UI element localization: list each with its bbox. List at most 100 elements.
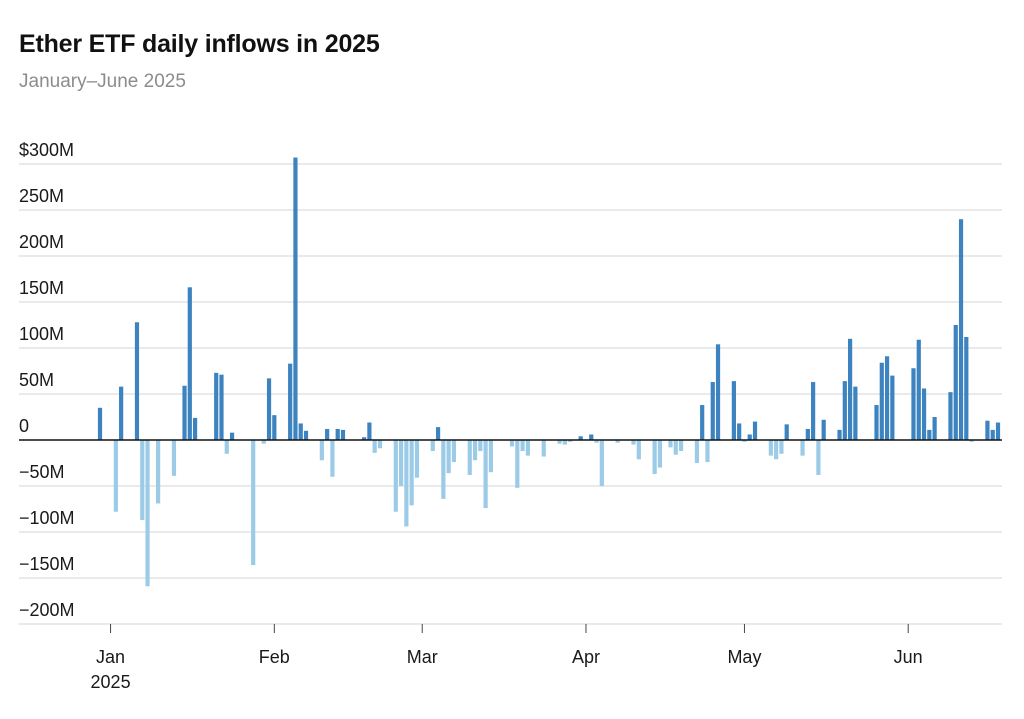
bar — [261, 440, 266, 444]
bar — [520, 440, 525, 452]
bar — [879, 362, 884, 440]
bar — [800, 440, 805, 456]
bar — [113, 440, 118, 512]
y-tick-label: −150M — [19, 554, 75, 574]
bar — [156, 440, 161, 504]
bar — [446, 440, 451, 474]
bar — [774, 440, 779, 460]
bar — [948, 392, 953, 440]
bar — [784, 424, 789, 440]
y-tick-label: −50M — [19, 462, 65, 482]
bar — [97, 407, 103, 440]
bar — [335, 428, 340, 440]
bar — [515, 440, 520, 488]
bar — [319, 440, 324, 461]
bar — [668, 440, 673, 448]
bar — [742, 440, 747, 442]
bar — [673, 440, 678, 455]
x-axis-ticks: Jan 2025 Feb Mar Apr May Jun — [91, 624, 923, 692]
bar — [362, 437, 367, 440]
bar — [251, 440, 256, 566]
bar — [187, 287, 192, 440]
bar — [140, 440, 145, 521]
chart-subtitle: January–June 2025 — [19, 71, 186, 92]
bar — [837, 429, 842, 440]
bar — [747, 434, 752, 440]
bar — [964, 336, 969, 440]
bar — [594, 440, 599, 443]
bar — [435, 427, 441, 440]
bar — [145, 440, 150, 587]
bar — [414, 440, 420, 478]
bar — [393, 440, 398, 512]
bar — [541, 440, 546, 457]
bar — [678, 440, 684, 452]
bar — [219, 374, 224, 440]
bar — [657, 440, 663, 468]
y-tick-label: 100M — [19, 324, 64, 344]
bar — [853, 386, 858, 440]
bar — [325, 428, 330, 440]
bar — [441, 440, 446, 499]
bar — [953, 325, 958, 440]
x-tick-label: Feb — [259, 647, 290, 667]
bar — [557, 440, 562, 444]
bar — [404, 440, 409, 527]
bar — [710, 382, 715, 440]
y-tick-label: −200M — [19, 600, 75, 620]
x-tick-label: Mar — [407, 647, 438, 667]
bar — [509, 440, 515, 447]
bar — [921, 388, 927, 440]
bar — [874, 405, 879, 440]
bar — [272, 415, 277, 440]
bar — [779, 440, 784, 454]
bar — [398, 440, 404, 486]
bar — [182, 385, 187, 440]
bar — [478, 440, 483, 452]
bar — [890, 375, 895, 440]
bar — [636, 440, 641, 460]
bar — [768, 440, 773, 456]
bar — [731, 381, 736, 440]
bar — [811, 382, 816, 440]
bar — [578, 436, 583, 440]
bar — [842, 381, 847, 440]
bar — [631, 440, 636, 445]
bar — [694, 440, 700, 463]
bar — [821, 419, 826, 440]
bar — [430, 440, 435, 452]
bar — [372, 440, 377, 453]
bar — [377, 440, 383, 449]
bar — [737, 423, 742, 440]
bar — [562, 440, 567, 445]
bar — [229, 432, 235, 440]
bar — [288, 363, 293, 440]
x-tick-label: Jan — [96, 647, 125, 667]
bar — [599, 440, 604, 486]
bar — [652, 440, 657, 475]
x-tick-label: May — [727, 647, 761, 667]
bar — [340, 429, 346, 440]
x-tick-label: Jun — [894, 647, 923, 667]
y-tick-label: 250M — [19, 186, 64, 206]
bar — [266, 378, 272, 440]
bar — [805, 428, 810, 440]
bar — [752, 421, 758, 440]
bar — [134, 322, 140, 440]
bar — [488, 440, 493, 473]
y-tick-label: 0 — [19, 416, 29, 436]
bar — [293, 157, 298, 440]
bar — [214, 372, 219, 440]
bar — [171, 440, 177, 476]
bar — [409, 440, 414, 506]
bar — [483, 440, 488, 509]
y-tick-label: 200M — [19, 232, 64, 252]
y-tick-label: 50M — [19, 370, 54, 390]
bar — [298, 423, 303, 440]
x-tick-label: Apr — [572, 647, 600, 667]
bars — [97, 157, 1001, 587]
y-tick-label: $300M — [19, 140, 74, 160]
bar — [330, 440, 335, 477]
bar — [224, 440, 229, 454]
